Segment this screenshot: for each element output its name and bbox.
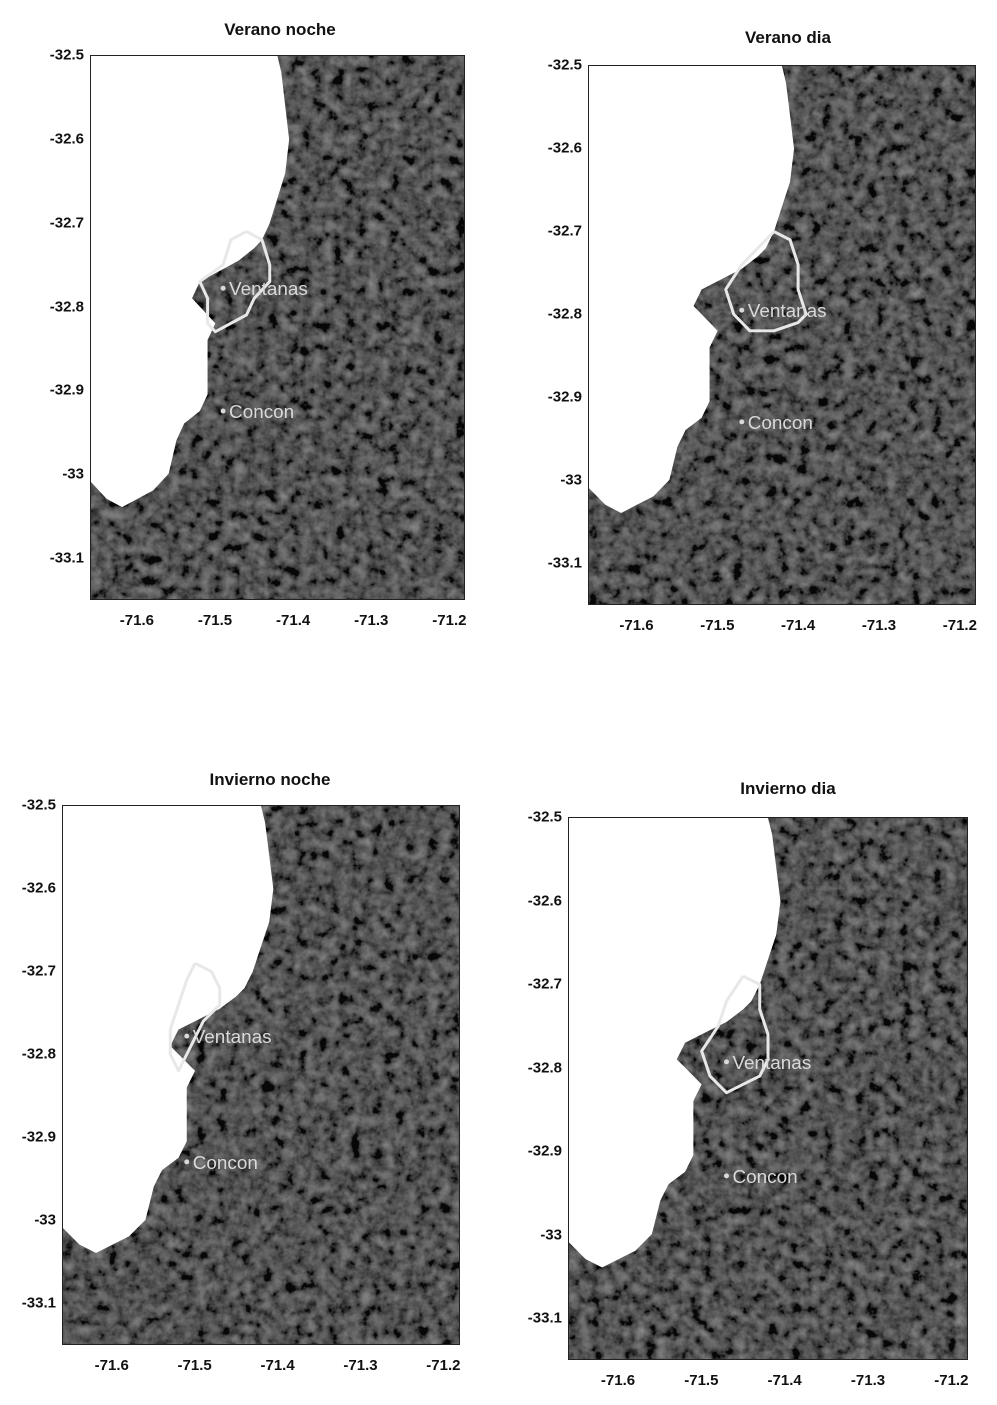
plume-contour (198, 230, 272, 334)
y-tick-label: -32.7 (527, 975, 562, 993)
y-tick-label: -32.6 (547, 139, 582, 157)
place-marker (220, 285, 226, 291)
x-tick-label: -71.4 (767, 1372, 802, 1389)
map-canvas: Ventanas Concon (91, 56, 464, 599)
sea-area (63, 806, 274, 1253)
x-tick-label: -71.5 (177, 1357, 212, 1374)
place-marker (724, 1059, 729, 1065)
y-tick-label: -33.1 (527, 1309, 562, 1327)
x-tick-label: -71.5 (197, 612, 233, 629)
place-label-concon: Concon (193, 1153, 258, 1174)
y-tick-label: -32.7 (49, 214, 84, 232)
map-frame: Ventanas Concon (90, 55, 465, 600)
x-tick-label: -71.3 (861, 617, 897, 634)
sea-area (569, 818, 781, 1268)
y-tick-label: -32.8 (547, 305, 582, 323)
x-tick-label: -71.6 (619, 617, 654, 634)
x-tick-label: -71.2 (942, 617, 977, 634)
place-label-ventanas: Ventanas (748, 301, 827, 322)
y-tick-label: -32.5 (547, 56, 582, 74)
place-label-concon: Concon (748, 413, 813, 434)
y-tick-label: -32.6 (527, 892, 562, 910)
y-tick-label: -33.1 (21, 1294, 56, 1312)
y-tick-label: -33 (560, 471, 582, 489)
y-tick-label: -32.9 (547, 388, 582, 406)
plume-contour (168, 961, 222, 1073)
panel-title: Invierno dia (740, 779, 836, 798)
x-tick-label: -71.4 (260, 1357, 295, 1374)
x-tick-label: -71.4 (276, 612, 311, 629)
map-frame: Ventanas Concon (588, 65, 976, 605)
x-tick-label: -71.2 (426, 1357, 461, 1374)
y-tick-label: -33 (34, 1211, 56, 1229)
x-tick-label: -71.6 (600, 1372, 636, 1389)
map-canvas: Ventanas Concon (569, 818, 967, 1359)
y-tick-label: -33 (540, 1226, 562, 1244)
x-tick-label: -71.6 (119, 612, 154, 629)
place-marker (184, 1159, 190, 1165)
map-frame: Ventanas Concon (568, 817, 968, 1360)
place-marker (739, 307, 745, 313)
place-marker (220, 408, 226, 414)
plume-contour (724, 230, 808, 333)
y-tick-label: -33.1 (547, 554, 582, 572)
y-tick-label: -33 (62, 465, 84, 483)
place-marker (739, 419, 745, 425)
y-tick-label: -32.7 (21, 962, 56, 980)
y-tick-label: -32.9 (49, 381, 84, 399)
x-tick-label: -71.5 (700, 617, 735, 634)
y-tick-label: -32.8 (49, 298, 84, 316)
place-marker (184, 1033, 190, 1039)
panel-title: Verano noche (224, 20, 336, 39)
sea-area (91, 56, 290, 508)
y-tick-label: -32.8 (21, 1045, 56, 1063)
y-tick-label: -32.8 (527, 1059, 562, 1077)
map-frame: Ventanas Concon (62, 805, 460, 1345)
map-canvas: Ventanas Concon (589, 66, 975, 604)
y-tick-label: -32.5 (21, 796, 56, 814)
x-tick-label: -71.3 (354, 612, 389, 629)
y-tick-label: -32.6 (21, 879, 56, 897)
panel-title: Invierno noche (209, 770, 331, 789)
y-tick-label: -32.5 (49, 46, 84, 64)
sea-area (589, 66, 795, 513)
place-label-concon: Concon (229, 402, 294, 423)
x-tick-label: -71.5 (684, 1372, 719, 1389)
panel-title: Verano dia (745, 28, 831, 47)
place-label-ventanas: Ventanas (732, 1053, 811, 1074)
y-tick-label: -32.6 (49, 130, 84, 148)
y-tick-label: -32.7 (547, 222, 582, 240)
x-tick-label: -71.3 (850, 1372, 886, 1389)
map-canvas: Ventanas Concon (63, 806, 459, 1344)
y-tick-label: -32.9 (21, 1128, 56, 1146)
place-label-ventanas: Ventanas (193, 1027, 272, 1048)
plume-contour (700, 974, 770, 1095)
y-tick-label: -32.9 (527, 1142, 562, 1160)
y-tick-label: -33.1 (49, 549, 84, 567)
x-tick-label: -71.2 (934, 1372, 969, 1389)
x-tick-label: -71.3 (343, 1357, 378, 1374)
y-tick-label: -32.5 (527, 808, 562, 826)
x-tick-label: -71.2 (432, 612, 467, 629)
x-tick-label: -71.4 (781, 617, 816, 634)
place-marker (724, 1173, 729, 1179)
place-label-concon: Concon (732, 1167, 797, 1188)
place-label-ventanas: Ventanas (229, 279, 308, 300)
x-tick-label: -71.6 (94, 1357, 129, 1374)
